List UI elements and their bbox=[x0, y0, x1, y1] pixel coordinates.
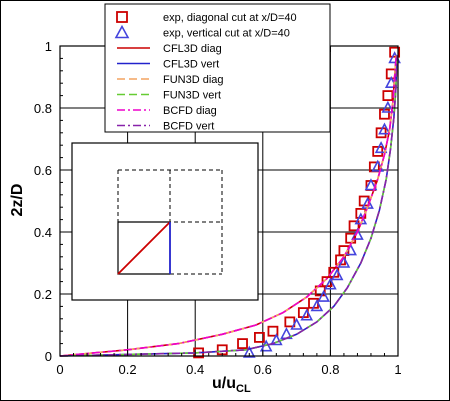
data-point bbox=[237, 338, 248, 350]
y-tick-label: 0 bbox=[45, 349, 52, 364]
inset-quadrant bbox=[117, 221, 170, 275]
data-point bbox=[382, 90, 394, 101]
legend-label: CFL3D diag bbox=[163, 43, 222, 55]
legend-label: FUN3D vert bbox=[163, 90, 221, 102]
series-layer bbox=[59, 46, 401, 359]
legend-label: exp, diagonal cut at x/D=40 bbox=[163, 12, 297, 24]
data-point bbox=[364, 178, 378, 191]
legend-entry-3: CFL3D vert bbox=[117, 59, 219, 71]
series-line bbox=[59, 55, 398, 357]
legend-triangle-marker bbox=[114, 24, 130, 39]
legend-box bbox=[104, 3, 331, 133]
data-point bbox=[324, 277, 337, 290]
inset-diagram bbox=[71, 142, 259, 301]
legend-entry-7: BCFD vert bbox=[117, 121, 214, 133]
y-tick-label: 0.4 bbox=[34, 225, 52, 240]
data-point bbox=[381, 100, 395, 113]
y-tick-label: 0.6 bbox=[34, 163, 52, 178]
data-point bbox=[254, 331, 265, 343]
data-point bbox=[290, 317, 303, 330]
legend-square-marker bbox=[116, 11, 128, 23]
legend-label: BCFD vert bbox=[163, 121, 214, 133]
data-point bbox=[379, 108, 390, 120]
legend-label: BCFD diag bbox=[163, 105, 217, 117]
legend: exp, diagonal cut at x/D=40 exp, vertical… bbox=[104, 3, 331, 133]
data-point bbox=[284, 316, 296, 328]
data-point bbox=[330, 268, 344, 281]
legend-entry-1: exp, vertical cut at x/D=40 bbox=[114, 24, 290, 40]
x-axis-label-subscript: CL bbox=[236, 383, 251, 395]
legend-entry-0: exp, diagonal cut at x/D=40 bbox=[116, 11, 297, 24]
y-tick-label: 0.2 bbox=[34, 287, 52, 302]
legend-entry-6: BCFD diag bbox=[117, 105, 217, 117]
x-tick-label: 0 bbox=[56, 362, 63, 377]
data-point bbox=[216, 344, 228, 356]
x-tick-label: 1 bbox=[394, 362, 401, 377]
x-axis-label-main: u/u bbox=[212, 375, 236, 392]
data-point bbox=[267, 325, 279, 337]
legend-label: exp, vertical cut at x/D=40 bbox=[163, 28, 290, 40]
y-tick-label: 1 bbox=[45, 39, 52, 54]
data-point bbox=[310, 299, 324, 312]
legend-entry-2: CFL3D diag bbox=[117, 43, 222, 55]
x-tick-label: 0.2 bbox=[119, 362, 137, 377]
data-point bbox=[375, 127, 387, 139]
data-point bbox=[242, 345, 256, 358]
y-axis-label: 2z/D bbox=[9, 184, 26, 217]
legend-entry-4: FUN3D diag bbox=[117, 74, 224, 86]
data-point bbox=[300, 308, 314, 321]
y-tick-label: 0.8 bbox=[34, 101, 52, 116]
data-point bbox=[372, 145, 384, 157]
series-7 bbox=[59, 55, 398, 357]
legend-entry-5: FUN3D vert bbox=[117, 90, 221, 102]
data-point bbox=[337, 255, 351, 268]
data-point bbox=[269, 333, 283, 346]
x-axis-label: u/uCL bbox=[212, 375, 251, 395]
series-6 bbox=[59, 55, 398, 357]
data-point bbox=[351, 227, 364, 240]
x-tick-label: 0.8 bbox=[321, 362, 339, 377]
x-tick-label: 0.4 bbox=[186, 362, 204, 377]
data-point bbox=[378, 122, 391, 135]
x-tick-label: 0.6 bbox=[254, 362, 272, 377]
data-point bbox=[314, 285, 326, 297]
series-line bbox=[59, 55, 398, 357]
data-point bbox=[374, 141, 388, 154]
data-point bbox=[389, 46, 401, 58]
inset-diagonal-cut bbox=[117, 221, 171, 275]
data-point bbox=[317, 289, 330, 302]
legend-label: CFL3D vert bbox=[163, 59, 219, 71]
data-point bbox=[348, 220, 360, 232]
data-point bbox=[371, 159, 385, 172]
legend-label: FUN3D diag bbox=[163, 74, 224, 86]
